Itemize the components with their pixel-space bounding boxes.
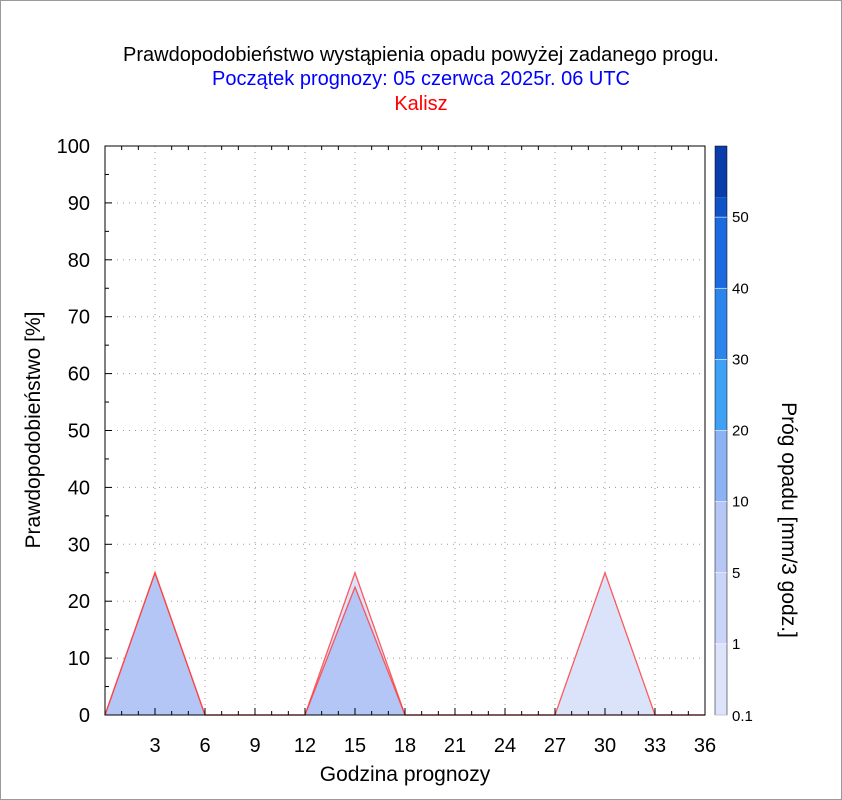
colorbar-band	[715, 643, 727, 715]
y-tick-label: 80	[68, 250, 90, 272]
x-tick-label: 6	[199, 735, 210, 757]
colorbar-tick-label: 10	[732, 494, 749, 511]
x-axis-label: Godzina prognozy	[320, 763, 491, 786]
colorbar-tick-label: 0.1	[732, 708, 753, 725]
colorbar-tick-label: 40	[732, 280, 749, 297]
colorbar-tick-label: 5	[732, 565, 740, 582]
y-axis-ticks: 0 10 20 30 40 50 60 70 80 90 100	[57, 136, 112, 727]
y-tick-label: 10	[68, 648, 90, 670]
colorbar-label: Próg opadu [mm/3 godz.]	[777, 402, 800, 638]
colorbar-band	[715, 359, 727, 431]
colorbar-tick-label: 50	[732, 209, 749, 226]
y-tick-label: 60	[68, 364, 90, 386]
x-tick-label: 9	[249, 735, 260, 757]
y-tick-label: 40	[68, 477, 90, 499]
x-tick-label: 21	[444, 735, 466, 757]
y-tick-label: 70	[68, 307, 90, 329]
x-tick-label: 3	[149, 735, 160, 757]
chart-subtitle: Początek prognozy: 05 czerwca 2025r. 06 …	[212, 68, 630, 90]
colorbar-tick-label: 30	[732, 351, 749, 368]
x-tick-label: 12	[294, 735, 316, 757]
y-tick-label: 20	[68, 591, 90, 613]
y-tick-label: 90	[68, 193, 90, 215]
colorbar-band	[715, 197, 727, 218]
y-tick-label: 30	[68, 534, 90, 556]
x-tick-label: 18	[394, 735, 416, 757]
chart-title: Prawdopodobieństwo wystąpienia opadu pow…	[123, 44, 719, 66]
x-tick-label: 33	[644, 735, 666, 757]
colorbar: 0.1 1 5 10 20 30 40 50	[714, 145, 753, 725]
x-tick-label: 15	[344, 735, 366, 757]
colorbar-band	[715, 572, 727, 644]
x-tick-label: 27	[544, 735, 566, 757]
colorbar-band	[715, 501, 727, 573]
colorbar-band	[715, 288, 727, 360]
area-fill-1	[105, 572, 705, 715]
colorbar-band	[715, 217, 727, 289]
colorbar-band	[715, 146, 727, 198]
x-tick-label: 36	[694, 735, 716, 757]
colorbar-tick-label: 1	[732, 636, 740, 653]
x-tick-label: 24	[494, 735, 516, 757]
location-label: Kalisz	[394, 93, 448, 115]
x-tick-label: 30	[594, 735, 616, 757]
y-tick-label: 50	[68, 421, 90, 443]
y-tick-label: 0	[79, 705, 90, 727]
y-axis-label: Prawdopodobieństwo [%]	[22, 312, 45, 549]
colorbar-band	[715, 430, 727, 502]
colorbar-tick-label: 20	[732, 423, 749, 440]
area-series	[104, 570, 705, 716]
y-tick-label: 100	[57, 136, 90, 158]
x-axis-ticks: 3 6 9 12 15 18 21 24 27 30 33 36	[121, 146, 716, 757]
